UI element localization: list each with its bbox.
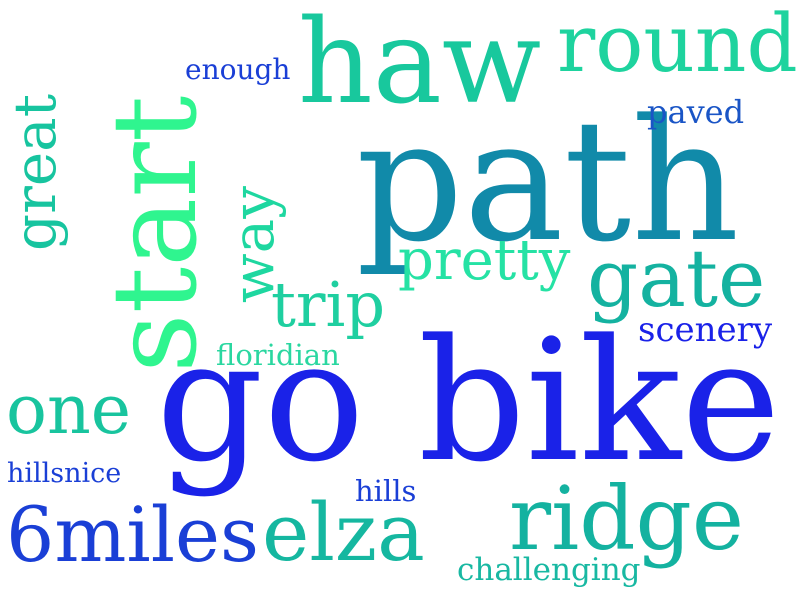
word-round: round <box>557 0 798 90</box>
word-elza: elza <box>262 486 425 579</box>
word-trip: trip <box>271 268 386 341</box>
word-way: way <box>219 186 287 303</box>
word-scenery: scenery <box>638 310 773 350</box>
word-floridian: floridian <box>216 338 340 372</box>
word-hillsnice: hillsnice <box>7 458 122 489</box>
word-6miles: 6miles <box>6 490 260 579</box>
word-gate: gate <box>587 232 766 325</box>
word-great: great <box>1 93 69 251</box>
word-start: start <box>88 95 223 373</box>
word-ridge: ridge <box>509 467 744 570</box>
word-hills: hills <box>355 474 417 508</box>
word-one: one <box>6 371 131 450</box>
word-path: path <box>356 83 740 279</box>
word-paved: paved <box>647 93 745 131</box>
word-enough: enough <box>185 53 291 86</box>
word-challenging: challenging <box>457 552 641 588</box>
word-haw: haw <box>298 0 542 130</box>
word-pretty: pretty <box>398 228 571 293</box>
word-go-bike: go bike <box>156 303 781 499</box>
